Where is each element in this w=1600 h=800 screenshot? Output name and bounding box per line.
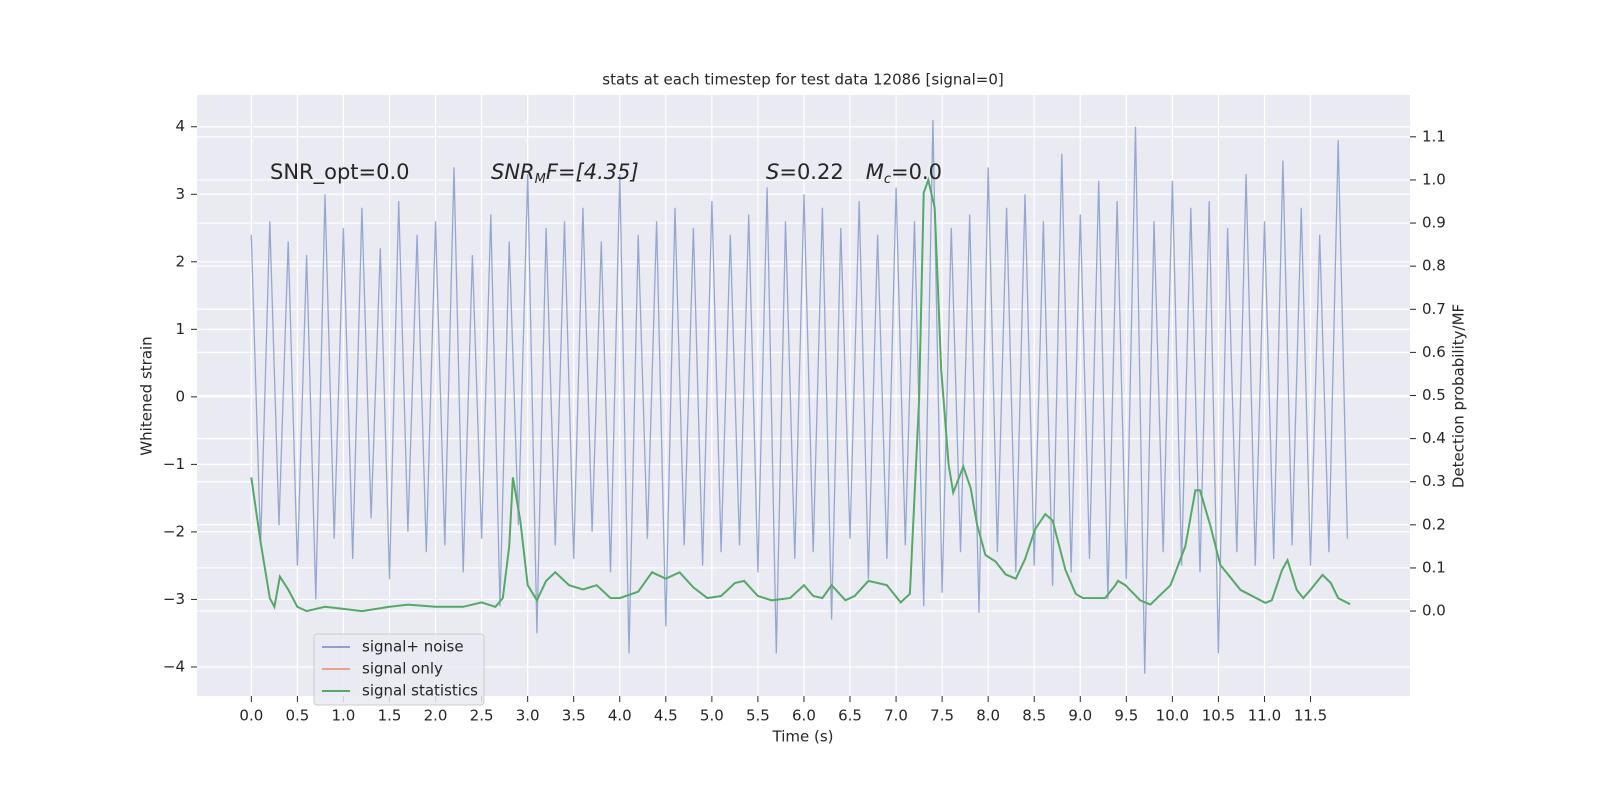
chart-title: stats at each timestep for test data 120… [602,71,1003,89]
x-tick-label: 9.0 [1068,707,1092,725]
annotation-text: =0.22 [779,160,843,184]
y2-tick-label: 0.7 [1422,300,1446,318]
legend-label: signal+ noise [362,638,464,656]
legend: signal+ noise signal only signal statistic… [313,633,485,706]
x-tick-label: 3.0 [516,707,540,725]
y-tick-label: 3 [175,185,185,203]
x-tick-label: 0.0 [239,707,263,725]
annotation: S=0.22 Mc=0.0 [766,160,942,187]
y2-tick-label: 0.3 [1422,472,1446,490]
x-tick-label: 10.5 [1202,707,1235,725]
annotation: SNRMF=[4.35] [491,160,639,187]
x-tick-label: 9.5 [1114,707,1138,725]
y2-tick-label: 0.2 [1422,515,1446,533]
annotation-text: M [866,160,884,184]
y2-tick-label: 0.1 [1422,558,1446,576]
marks [250,119,1351,674]
y2-tick-label: 1.0 [1422,170,1446,188]
y2-tick-label: 0.4 [1422,429,1446,447]
x-tick-label: 11.5 [1294,707,1327,725]
x-tick-label: 7.0 [884,707,908,725]
y2-axis-label: Detection probability/MF [1450,304,1468,488]
axes: 0.0 0.5 1.0 1.5 2.0 2.5 3.0 3.5 4.0 4.5 5.0 5.5 6.0 6… [163,117,1446,724]
x-tick-label: 4.5 [654,707,678,725]
annotation-text: F=[4.35] [546,160,639,184]
y-tick-label: 1 [175,320,185,338]
annotation: SNR_opt=0.0 [270,160,410,185]
x-tick-label: 8.5 [1022,707,1046,725]
y-tick-label: −4 [163,657,185,675]
y2-tick-label: 0.9 [1422,214,1446,232]
x-tick-label: 3.5 [562,707,586,725]
x-tick-label: 5.0 [700,707,724,725]
x-tick-label: 2.5 [470,707,494,725]
x-tick-label: 1.0 [332,707,356,725]
y2-tick-label: 1.1 [1422,127,1446,145]
legend-label: signal statistics [362,682,478,700]
y-tick-label: 2 [175,252,185,270]
annotation-text: S [766,160,779,184]
y2-tick-label: 0.8 [1422,257,1446,275]
annotation-text: c [884,172,891,187]
x-tick-label: 0.5 [285,707,309,725]
x-tick-label: 6.0 [792,707,816,725]
legend-box [313,633,485,706]
series-line [250,119,1349,674]
x-tick-label: 8.0 [976,707,1000,725]
legend-label: signal only [362,660,443,678]
y2-tick-label: 0.5 [1422,386,1446,404]
y-tick-label: 0 [175,387,185,405]
x-tick-label: 11.0 [1248,707,1281,725]
x-tick-label: 10.0 [1156,707,1189,725]
x-tick-label: 4.0 [608,707,632,725]
series-line [250,176,1351,613]
y2-tick-label: 0.0 [1422,602,1446,620]
annotation-text: SNR [491,160,535,184]
x-tick-label: 7.5 [930,707,954,725]
x-axis-label: Time (s) [772,728,834,746]
x-tick-label: 6.5 [838,707,862,725]
x-tick-label: 5.5 [746,707,770,725]
annotation-text: M [535,172,546,187]
y-tick-label: 4 [175,117,185,135]
x-tick-label: 1.5 [378,707,402,725]
y2-tick-label: 0.6 [1422,343,1446,361]
y-tick-label: −3 [163,590,185,608]
y-tick-label: −2 [163,522,185,540]
annotation-text: =0.0 [891,160,942,184]
x-tick-label: 2.0 [424,707,448,725]
annotation-text: SNR_opt=0.0 [270,160,410,185]
y-tick-label: −1 [163,455,185,473]
y-axis-label: Whitened strain [138,336,156,455]
